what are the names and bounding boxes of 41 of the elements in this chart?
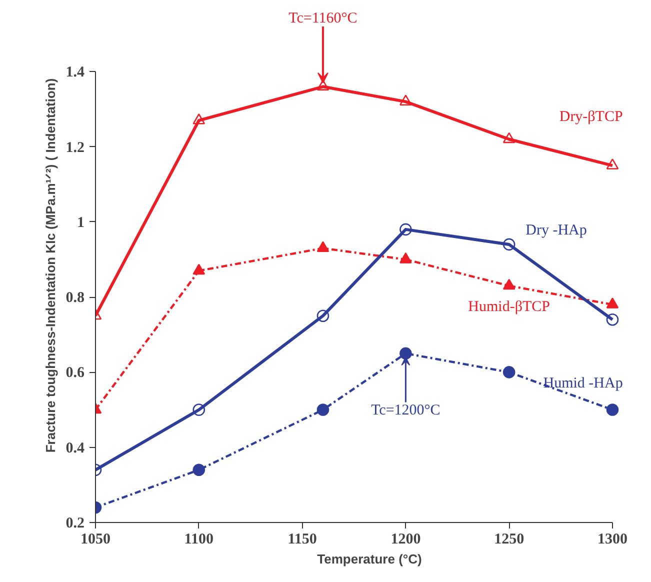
series-label: Humid -HAp (543, 376, 623, 392)
point (316, 310, 330, 322)
x-tick-label: 1300 (597, 532, 628, 548)
point (192, 464, 206, 476)
y-tick-label: 0.6 (66, 365, 85, 382)
y-tick-label: 1.2 (66, 140, 84, 156)
point (502, 132, 516, 144)
point (502, 366, 516, 378)
point (606, 158, 619, 170)
point (192, 264, 206, 275)
x-tick-label: 1250 (494, 532, 524, 548)
series-label: Dry-βTCP (559, 108, 623, 125)
annotation: Tc=1200°C (371, 402, 440, 418)
x-tick-label: 1050 (80, 532, 110, 548)
point (606, 298, 619, 308)
series-label: Humid-βTCP (468, 299, 550, 316)
y-tick-label: 1 (77, 214, 84, 231)
y-tick-label: 1.4 (66, 64, 85, 81)
point (400, 94, 412, 106)
point (316, 404, 330, 416)
point (502, 238, 516, 251)
x-tick-label: 1200 (390, 532, 421, 548)
point (400, 223, 412, 236)
y-axis-title: Fracture toughness-Indentation KIc (MPa.m¹ᐟ²) ( Indentation) (42, 78, 58, 453)
point (606, 313, 619, 326)
point (400, 252, 412, 264)
y-tick-label: 0.4 (66, 440, 85, 456)
x-tick-label: 1100 (184, 532, 214, 548)
point (316, 241, 330, 252)
y-tick-label: 0.8 (66, 290, 84, 306)
annotation: Tc=1160°C (288, 10, 358, 27)
point (400, 347, 412, 360)
x-axis-title: Temperature (°C) (317, 552, 422, 566)
series-label: Dry -HAp (526, 222, 587, 238)
point (192, 404, 206, 416)
x-tick-label: 1150 (288, 532, 317, 548)
point (316, 80, 330, 90)
point (606, 404, 619, 416)
y-tick-label: 0.2 (66, 516, 84, 532)
point (192, 113, 206, 124)
point (502, 278, 516, 290)
